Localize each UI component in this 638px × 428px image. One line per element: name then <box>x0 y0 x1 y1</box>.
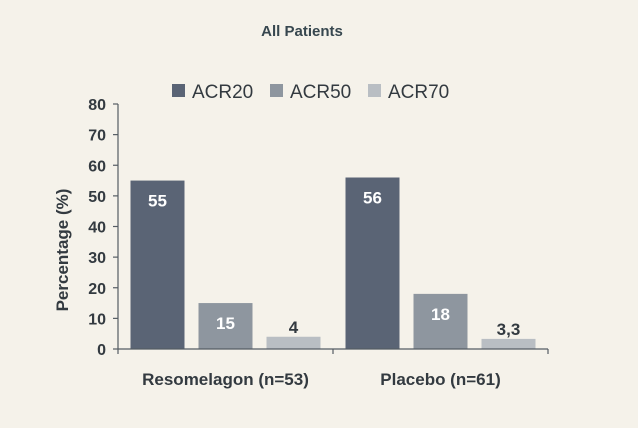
bar-acr20-placebo <box>345 177 400 349</box>
y-axis-label: Percentage (%) <box>53 189 72 312</box>
legend-swatch-acr20 <box>172 84 185 97</box>
data-label: 56 <box>363 189 382 208</box>
x-category-label: Placebo (n=61) <box>380 370 500 389</box>
legend-swatch-acr70 <box>368 84 381 97</box>
x-category-label: Resomelagon (n=53) <box>142 370 309 389</box>
legend-label-acr20: ACR20 <box>192 82 253 103</box>
y-tick-label: 20 <box>88 281 106 298</box>
bar-acr70-placebo <box>481 338 536 349</box>
y-tick-label: 30 <box>88 250 106 267</box>
data-label: 15 <box>216 314 235 333</box>
y-tick-label: 70 <box>88 128 106 145</box>
data-label: 3,3 <box>497 320 521 339</box>
x-axis: Resomelagon (n=53) Placebo (n=61) <box>117 348 549 389</box>
data-label: 4 <box>289 318 299 337</box>
legend-swatch-acr50 <box>270 84 283 97</box>
bar-acr50-placebo <box>413 293 468 349</box>
bar-acr20-resomelagon <box>130 180 185 349</box>
bar-acr70-resomelagon <box>266 336 321 349</box>
y-tick-label: 60 <box>88 158 106 175</box>
data-label: 18 <box>431 305 450 324</box>
y-tick-label: 50 <box>88 189 106 206</box>
legend: ACR20 ACR50 ACR70 <box>172 82 449 103</box>
y-tick-label: 10 <box>88 311 106 328</box>
y-tick-label: 0 <box>97 342 106 359</box>
y-tick-label: 80 <box>88 97 106 114</box>
legend-label-acr70: ACR70 <box>388 82 449 103</box>
chart-title: All Patients <box>261 23 343 40</box>
y-axis: 0 10 20 30 40 50 60 70 80 <box>88 97 119 359</box>
y-tick-label: 40 <box>88 220 106 237</box>
bar-acr50-resomelagon <box>198 303 253 349</box>
bars: 55 15 4 56 18 3,3 <box>130 177 536 349</box>
data-label: 55 <box>148 192 167 211</box>
legend-label-acr50: ACR50 <box>290 82 351 103</box>
